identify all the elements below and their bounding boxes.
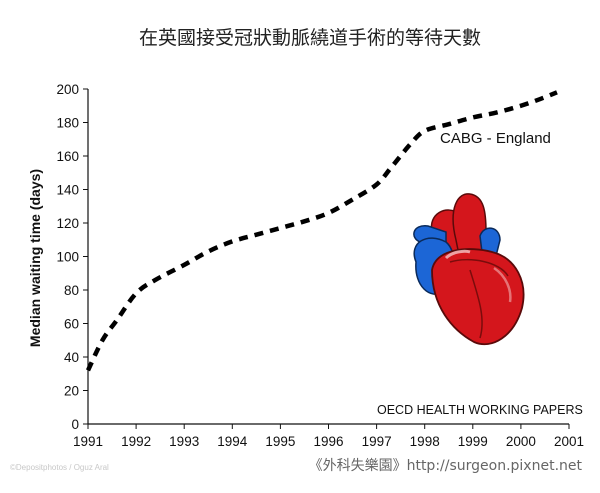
y-tick-label: 100	[56, 250, 79, 265]
y-tick-label: 0	[71, 417, 79, 432]
x-tick-label: 1994	[217, 434, 248, 449]
y-tick-label: 60	[64, 317, 79, 332]
heart-illustration	[413, 193, 525, 346]
y-tick-label: 120	[56, 216, 79, 231]
y-tick-label: 80	[64, 283, 79, 298]
series-label: CABG - England	[440, 130, 551, 147]
x-tick-label: 1992	[121, 434, 151, 449]
site-watermark: 《外科失樂園》http://surgeon.pixnet.net	[309, 457, 583, 474]
y-tick-label: 160	[56, 149, 79, 164]
x-tick-label: 1991	[73, 434, 103, 449]
x-tick-label: 1999	[458, 434, 488, 449]
x-ticks: 1991 1992 1993 1994 1995 1996 1997 1998 1999 2000…	[73, 424, 584, 449]
y-tick-label: 40	[64, 350, 79, 365]
photo-credit: ©Depositphotos / Oguz Aral	[10, 463, 109, 472]
x-tick-label: 1996	[313, 434, 343, 449]
x-tick-label: 1993	[169, 434, 199, 449]
x-tick-label: 1998	[410, 434, 440, 449]
y-ticks: 0 20 40 60 80 100 120 140 160 180 200	[56, 82, 88, 432]
x-tick-label: 1995	[265, 434, 295, 449]
x-tick-label: 2001	[554, 434, 584, 449]
y-axis-label: Median waiting time (days)	[27, 169, 43, 347]
x-tick-label: 2000	[506, 434, 536, 449]
y-tick-label: 20	[64, 384, 79, 399]
y-tick-label: 180	[56, 116, 79, 131]
x-tick-label: 1997	[362, 434, 392, 449]
chart-title: 在英國接受冠狀動脈繞道手術的等待天數	[139, 27, 481, 49]
y-tick-label: 140	[56, 183, 79, 198]
y-tick-label: 200	[56, 82, 79, 97]
series-line	[85, 90, 558, 372]
source-annotation: OECD HEALTH WORKING PAPERS	[377, 403, 583, 417]
